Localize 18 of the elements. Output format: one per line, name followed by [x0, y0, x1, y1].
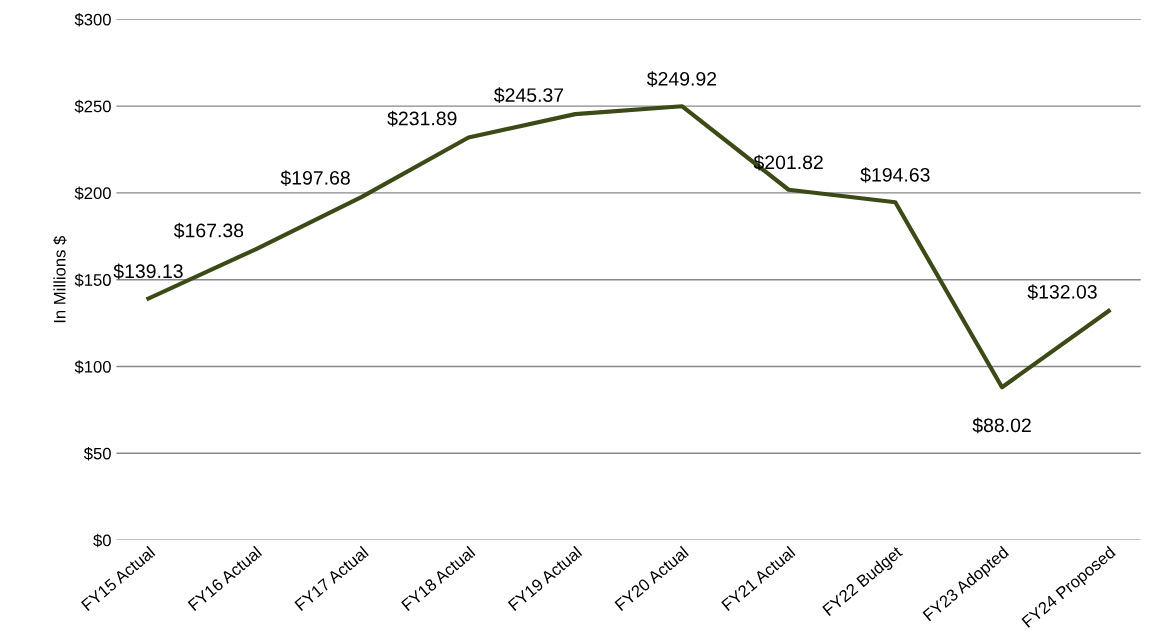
y-tick-label: $300	[74, 12, 111, 27]
data-label: $167.38	[173, 222, 244, 239]
y-tick-label: $250	[74, 99, 111, 114]
y-tick-label: $150	[74, 273, 111, 287]
y-tick-label: $200	[74, 186, 111, 201]
data-label: $139.13	[113, 263, 183, 280]
y-tick-label: $100	[74, 360, 111, 374]
data-label: $231.89	[387, 110, 457, 127]
data-label: $88.02	[972, 417, 1031, 434]
data-label: $194.63	[860, 167, 930, 183]
y-tick-label: $0	[93, 533, 111, 548]
data-label: $245.37	[494, 87, 564, 104]
data-label: $201.82	[753, 154, 823, 171]
data-label: $132.03	[1027, 284, 1097, 300]
y-axis-title: In Millions $	[53, 235, 67, 323]
y-tick-label: $50	[83, 447, 111, 461]
data-label: $197.68	[280, 170, 350, 186]
data-label: $249.92	[646, 71, 717, 87]
